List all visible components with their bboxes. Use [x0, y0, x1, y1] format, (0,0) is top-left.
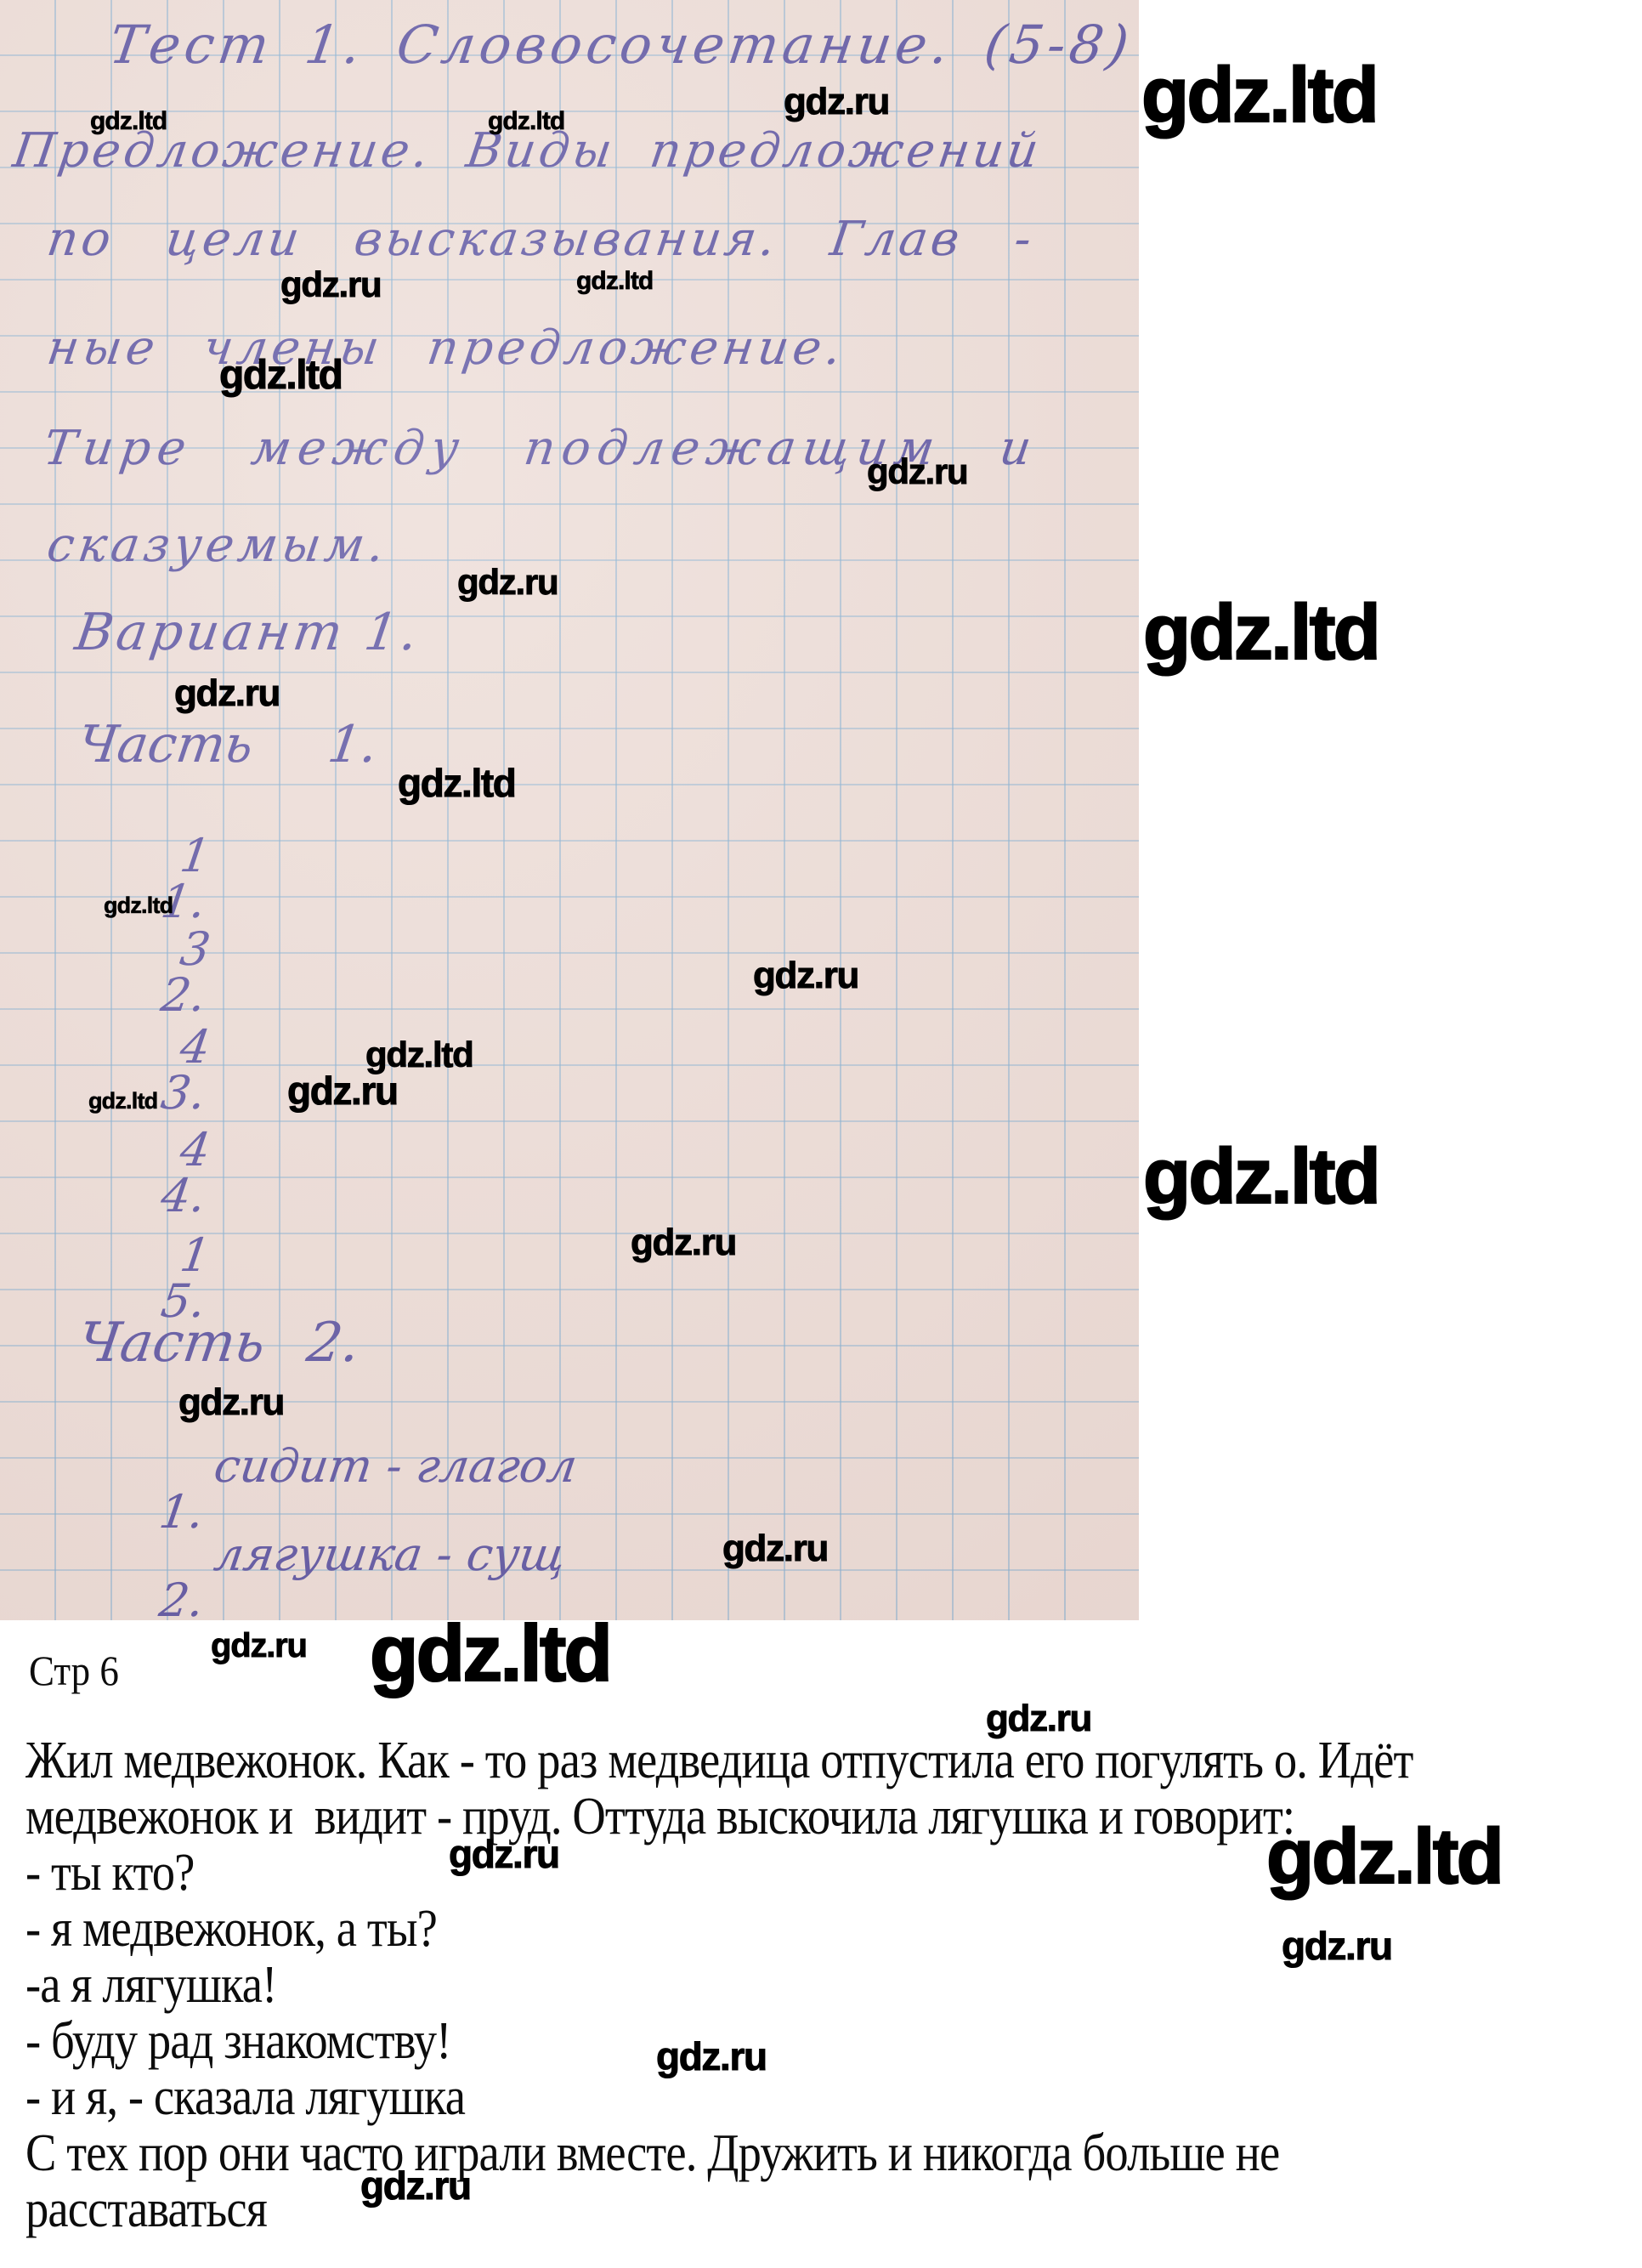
handwritten-line-5: сказуемым. [43, 518, 393, 573]
story-line-4: - я медвежонок, а ты? [25, 1900, 438, 1958]
watermark-gdz-ltd: gdz.ltd [1265, 1813, 1505, 1900]
watermark-gdz-ru: gdz.ru [1281, 1924, 1393, 1968]
answer-number: 2. [156, 1573, 208, 1627]
test-title: Тест 1. Словосочетание. (5-8) [105, 14, 1137, 76]
story-line-9: расставаться [25, 2180, 268, 2238]
story-line-7: - и я, - сказала лягушка [25, 2068, 466, 2126]
story-line-8: С тех пор они часто играли вместе. Дружи… [25, 2124, 1280, 2182]
story-line-5: -а я лягушка! [25, 1956, 277, 2014]
answer-value: 4 [177, 1123, 214, 1177]
variant-heading: Вариант 1. [71, 603, 425, 662]
handwritten-line-1: Предложение. Виды предложений [9, 123, 1045, 179]
answer-value: 4 [177, 1020, 214, 1074]
answer-number: 2. [157, 968, 210, 1022]
part2-heading: Часть 2. [74, 1312, 365, 1375]
watermark-gdz-ru: gdz.ru [211, 1627, 309, 1664]
answer-value: сидит - глагол [211, 1439, 580, 1493]
answer-value: 1 [177, 829, 214, 882]
answer-number: 1. [156, 1485, 208, 1539]
answer-value: 1 [177, 1228, 214, 1282]
answer-number: 1. [157, 875, 210, 928]
answer-number: 3. [157, 1066, 210, 1120]
watermark-gdz-ltd: gdz.ltd [1142, 1133, 1382, 1220]
answer-value: лягушка - сущ [211, 1528, 569, 1581]
part1-heading: Часть 1. [74, 715, 382, 774]
handwritten-line-4: Тире между подлежащим и [40, 421, 1042, 476]
answer-number: 4. [157, 1169, 210, 1222]
watermark-gdz-ltd: gdz.ltd [369, 1608, 614, 1698]
watermark-gdz-ltd: gdz.ltd [1141, 52, 1380, 139]
watermark-gdz-ltd: gdz.ltd [1142, 589, 1382, 676]
story-line-2: медвежонок и видит - пруд. Оттуда выскоч… [25, 1788, 1295, 1846]
answer-value: 3 [177, 922, 214, 976]
story-line-3: - ты кто? [25, 1844, 195, 1902]
watermark-gdz-ru: gdz.ru [655, 2034, 767, 2078]
page-number-label: Стр 6 [29, 1647, 119, 1694]
handwritten-line-2: по цели высказывания. Глав - [43, 212, 1039, 267]
story-line-1: Жил медвежонок. Как - то раз медведица о… [25, 1732, 1413, 1789]
handwritten-line-3: ные члены предложение. [43, 320, 849, 376]
notebook-photo: Тест 1. Словосочетание. (5-8) Предложени… [0, 0, 1139, 1627]
story-line-6: - буду рад знакомству! [25, 2012, 451, 2070]
notebook-grid-vertical [0, 0, 1103, 1620]
